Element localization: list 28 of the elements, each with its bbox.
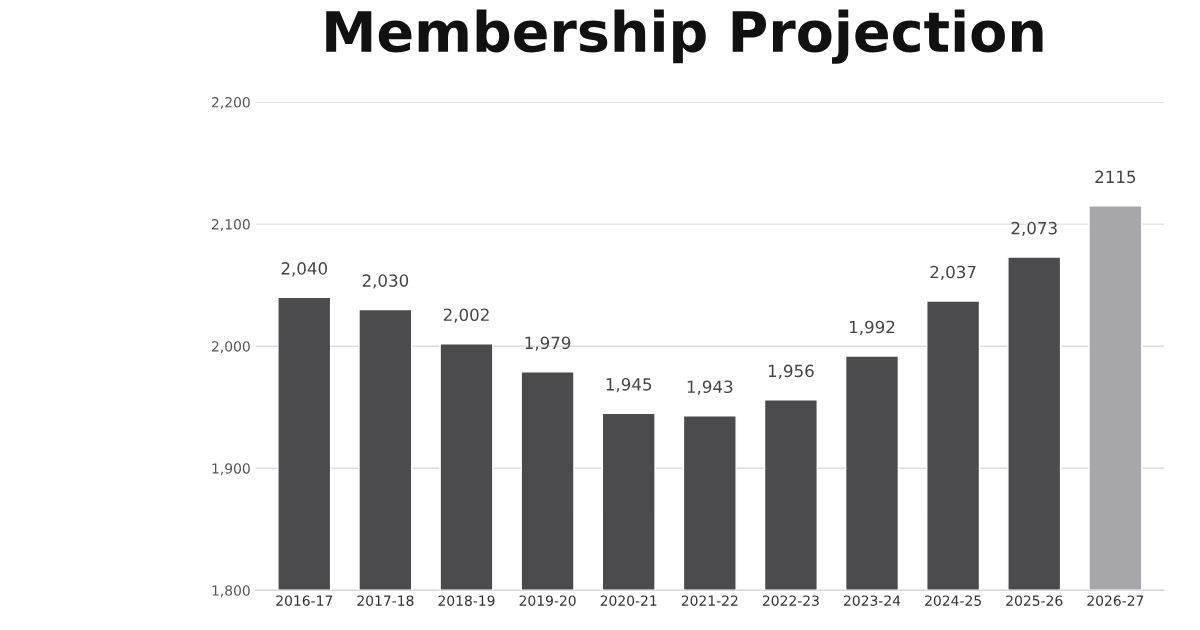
y-tick-label: 1,900 bbox=[212, 463, 250, 476]
x-tick-label: 2024-25 bbox=[925, 595, 981, 606]
chart-title: Membership Projection bbox=[326, 9, 1043, 64]
x-tick-label: 2026-27 bbox=[1087, 595, 1144, 606]
data-label: 2,030 bbox=[362, 274, 409, 289]
x-tick-label: 2023-24 bbox=[844, 595, 901, 606]
data-label: 1,945 bbox=[606, 378, 652, 393]
data-label: 2115 bbox=[1095, 170, 1136, 184]
data-label: 1,943 bbox=[687, 380, 733, 395]
y-tick-label: 1,800 bbox=[212, 585, 250, 598]
y-tick-label: 2,000 bbox=[212, 341, 250, 354]
x-tick-label: 2018-19 bbox=[438, 595, 495, 606]
data-label: 2,073 bbox=[1011, 221, 1057, 237]
data-label: 1,956 bbox=[768, 364, 814, 379]
y-tick-label: 2,200 bbox=[212, 97, 250, 109]
x-tick-label: 2017-18 bbox=[357, 595, 414, 606]
data-label: 1,992 bbox=[849, 320, 895, 335]
x-tick-label: 2016-17 bbox=[276, 595, 333, 606]
x-tick-label: 2025-26 bbox=[1006, 595, 1063, 606]
data-label: 1,979 bbox=[525, 336, 571, 351]
x-tick-label: 2019-20 bbox=[519, 595, 576, 606]
y-tick-label: 2,100 bbox=[212, 219, 250, 232]
x-tick-label: 2022-23 bbox=[762, 595, 819, 606]
data-label: 2,002 bbox=[443, 308, 489, 323]
data-label: 2,040 bbox=[281, 262, 328, 277]
x-tick-label: 2021-22 bbox=[681, 595, 738, 606]
data-label: 2,037 bbox=[930, 265, 976, 281]
x-tick-label: 2020-21 bbox=[600, 595, 657, 606]
